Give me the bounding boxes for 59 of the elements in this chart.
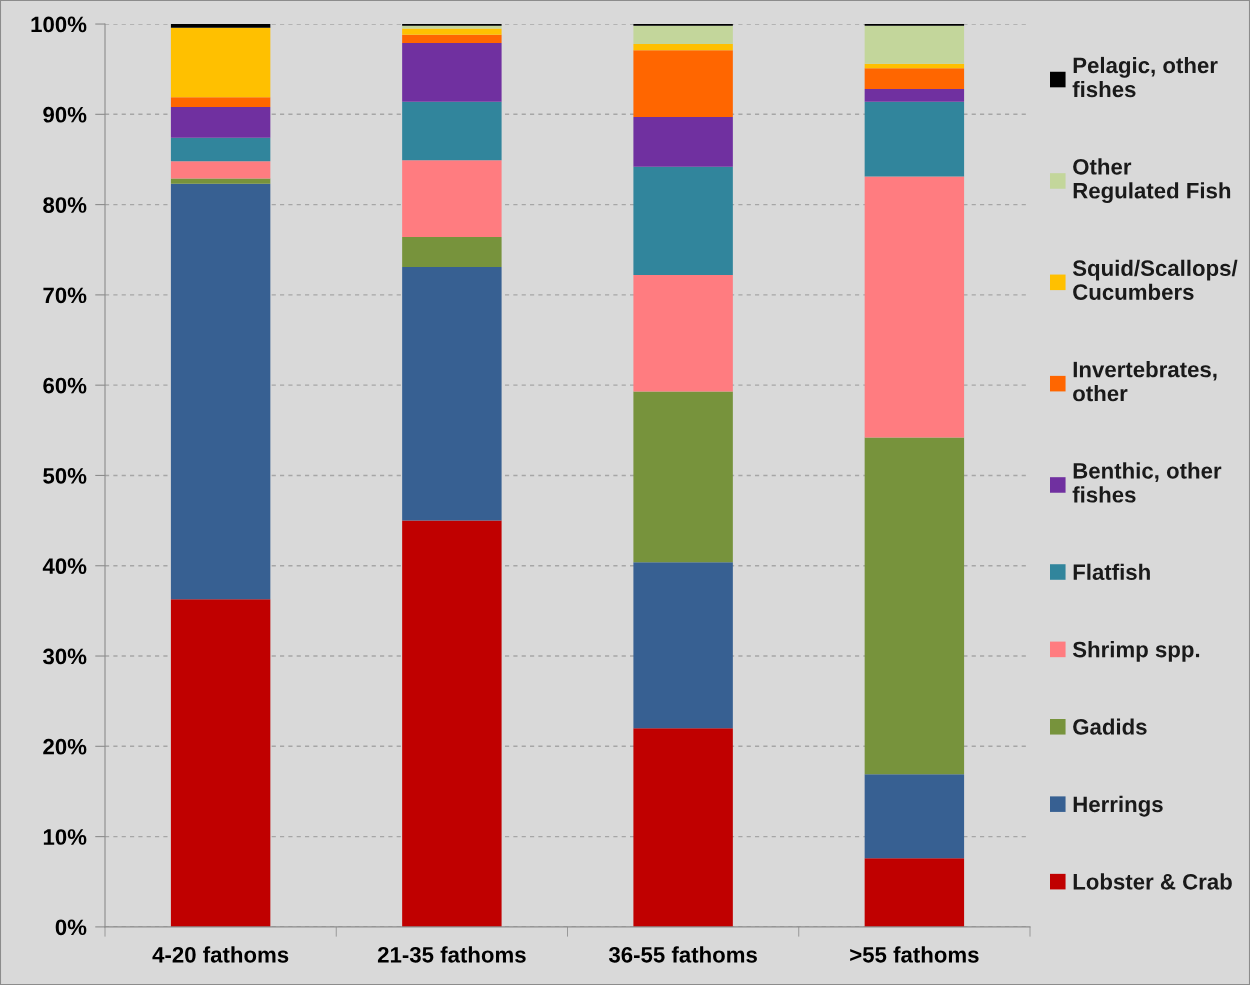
y-tick-label: 100% [31,16,87,33]
bar [170,183,271,600]
x-tick-label: 21-35 fathoms [377,946,526,963]
y-tick-label: 80% [43,197,87,213]
bar [170,178,271,184]
bar [864,437,965,775]
bar [633,50,733,118]
bar [633,391,733,563]
bar [402,237,502,267]
legend-label: Pelagic, other fishes [1072,56,1218,98]
bar [402,160,502,238]
bar [864,176,965,438]
y-tick-label: 20% [43,738,87,755]
y-tick-label: 40% [42,558,87,575]
bar [633,728,733,927]
legend-label: Lobster & Crab [1073,873,1232,890]
bar [170,599,271,927]
bar [864,101,965,177]
bar [402,520,502,927]
bar [633,43,733,51]
y-tick-label: 70% [43,287,87,304]
y-tick-label: 60% [43,377,87,394]
bar [402,42,502,102]
legend-label: Squid/Scallops/ Cucumbers [1072,259,1238,300]
x-tick-label: >55 fathoms [850,946,979,963]
y-tick-label: 0% [55,919,87,936]
legend-label: Gadids [1073,718,1147,735]
bar [633,25,733,44]
bar [170,97,271,108]
bar [170,107,271,138]
bar [170,161,271,179]
legend-label: Other Regulated Fish [1073,158,1231,204]
y-tick-label: 90% [43,106,87,123]
x-tick-label: 36-55 fathoms [608,946,757,963]
bar [170,137,271,162]
bar [402,28,502,35]
bar [402,101,502,161]
legend-label: Herrings [1073,795,1163,817]
y-tick-label: 30% [42,648,87,665]
bar [633,117,733,167]
y-tick-label: 10% [43,829,87,845]
legend-label: Shrimp spp. [1072,641,1200,662]
legend-label: Invertebrates, other [1073,361,1217,402]
bar [402,266,502,521]
bar [633,562,733,729]
x-tick-label: 4-20 fathoms [152,946,289,963]
legend-label: Flatfish [1073,563,1150,580]
bar [633,166,733,276]
legend-label: Benthic, other fishes [1072,462,1222,503]
bar [402,34,502,43]
bar [864,858,965,927]
bar [864,89,965,102]
bar [864,774,965,859]
bar [864,68,965,90]
bar [170,24,271,28]
y-tick-label: 50% [43,467,87,484]
bar [170,27,271,98]
bar [864,25,965,64]
bar [633,275,733,392]
